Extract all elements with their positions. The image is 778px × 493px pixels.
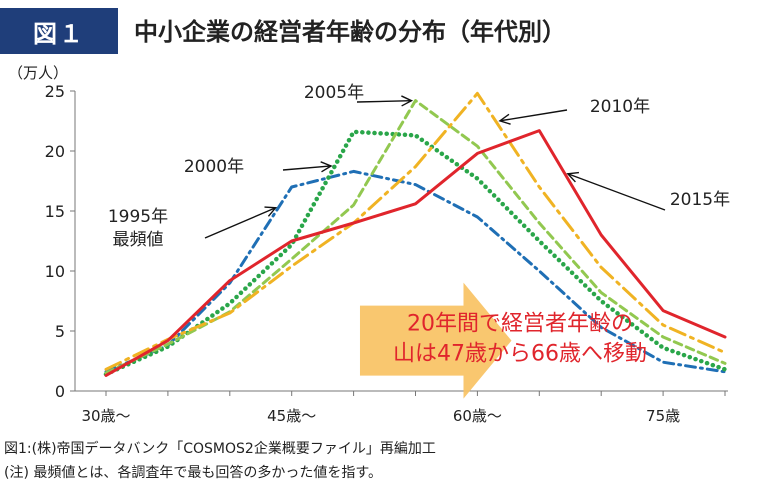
y-tick-label: 20	[45, 142, 65, 161]
series-line-1	[104, 169, 727, 374]
y-axis-unit-label: （万人）	[8, 64, 69, 82]
series-label-pointer	[204, 207, 276, 239]
series-label-arrowhead	[264, 206, 278, 217]
series-label-arrowhead	[566, 171, 579, 183]
annotation-text-line: 山は47歳から66歳へ移動	[393, 342, 647, 367]
y-tick-label: 5	[55, 322, 65, 341]
series-label: 1995年	[108, 207, 168, 227]
series-line-3	[104, 99, 727, 375]
series-label-arrowhead	[320, 161, 333, 173]
x-tick-label: 45歳～	[267, 407, 316, 425]
series-label-pointer	[567, 173, 666, 211]
footnote: (注) 最頻値とは、各調査年で最も回答の多かった値を指す。	[4, 465, 382, 481]
y-tick-label: 15	[45, 202, 65, 221]
x-tick-label: 75歳	[646, 407, 680, 425]
series-label-pointer	[499, 109, 568, 122]
y-tick-label: 0	[55, 382, 65, 401]
source-note: 図1:(株)帝国データバンク「COSMOS2企業概要ファイル」再編加工	[4, 441, 436, 457]
annotation-text-line: 20年間で経営者年齢の	[407, 312, 633, 337]
y-tick-label: 25	[45, 82, 65, 101]
series-label-pointer	[356, 99, 412, 103]
annotation-arrow	[359, 282, 512, 399]
x-tick-label: 30歳～	[81, 407, 130, 425]
series-line-2	[103, 129, 728, 377]
series-label: 2000年	[184, 157, 244, 177]
series-label-arrowhead	[498, 113, 511, 125]
series-label: 2015年	[670, 190, 730, 210]
y-tick-label: 10	[45, 262, 65, 281]
chart-title: 中小企業の経営者年齢の分布（年代別）	[134, 18, 566, 46]
series-label: 2005年	[304, 83, 364, 103]
series-label-pointer	[282, 165, 332, 171]
figure-number-badge: 図１	[0, 8, 118, 54]
series-line-4	[104, 91, 727, 371]
series-label: 2010年	[590, 97, 650, 117]
series-label: 最頻値	[113, 230, 164, 250]
series-line-5	[104, 129, 727, 377]
x-tick-label: 60歳～	[453, 407, 502, 425]
series-label-arrowhead	[401, 95, 414, 107]
